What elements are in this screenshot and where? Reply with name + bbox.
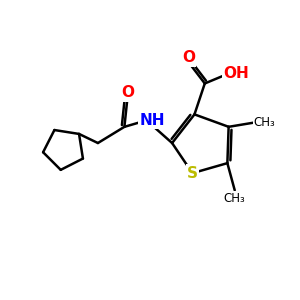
Text: O: O — [121, 85, 134, 100]
Text: O: O — [182, 50, 195, 65]
Text: NH: NH — [140, 113, 165, 128]
Text: CH₃: CH₃ — [224, 192, 246, 205]
Text: OH: OH — [224, 66, 249, 81]
Text: CH₃: CH₃ — [254, 116, 275, 129]
Text: S: S — [187, 166, 198, 181]
